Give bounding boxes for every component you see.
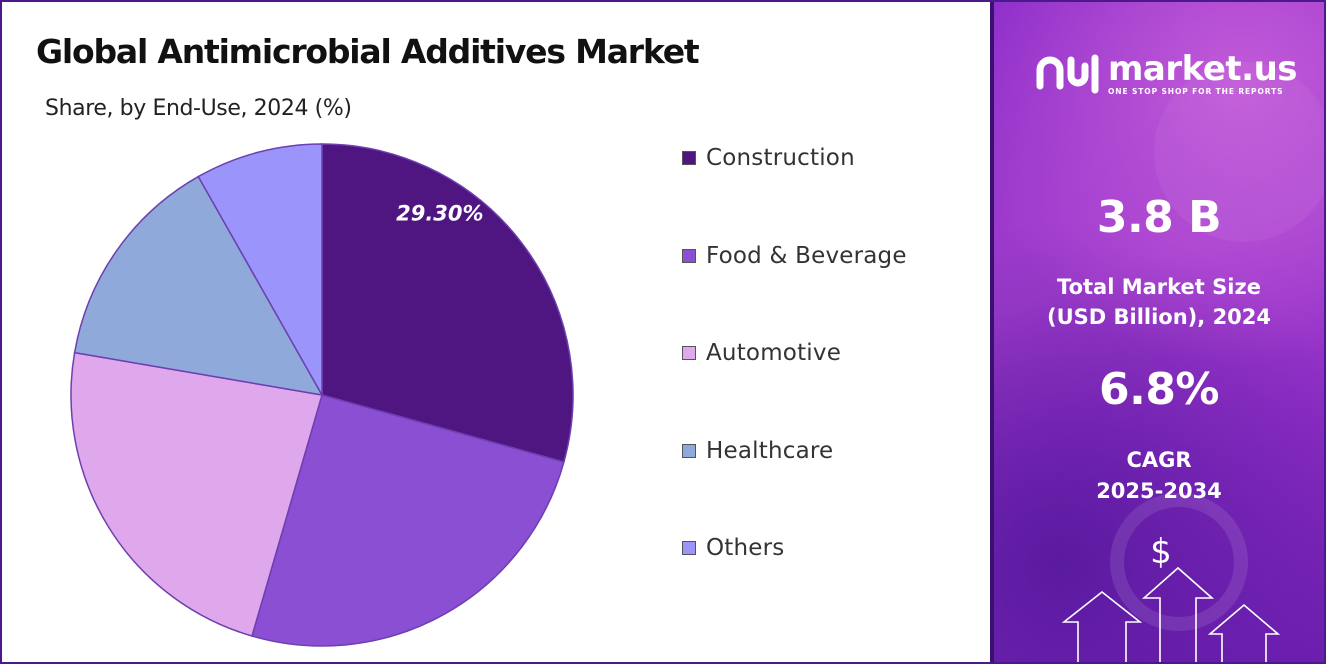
logo-mark-icon [1036,54,1099,94]
cagr-label: CAGR [1126,448,1192,472]
pie-slice-others [197,143,323,398]
legend-item-others: Others [682,532,785,564]
chart-subtitle: Share, by End-Use, 2024 (%) [45,96,352,121]
legend-swatch [682,248,696,263]
legend-item-healthcare: Healthcare [682,435,833,467]
cagr-period: 2025-2034 [1096,479,1222,503]
legend-label: Healthcare [706,437,834,464]
stats-sidebar: market.us ONE STOP SHOP FOR THE REPORTS … [994,2,1324,662]
market-size-label-line1: Total Market Size [1057,275,1261,299]
legend-label: Automotive [706,340,842,366]
pie-chart: 29.30% [70,143,574,647]
market-size-label-line2: (USD Billion), 2024 [1046,305,1272,329]
legend-swatch [682,151,696,165]
legend-label: Construction [706,145,855,171]
market-size-value: 3.8 B [1096,192,1222,243]
chart-title: Global Antimicrobial Additives Market [36,32,700,71]
legend-label: Others [706,535,785,561]
cagr-value: 6.8% [1098,364,1220,415]
chart-panel: Global Antimicrobial Additives Market Sh… [2,2,990,662]
legend-swatch [682,346,696,360]
growth-arrows-icon [1061,566,1281,662]
pie-slice-healthcare [73,175,324,397]
pie-slice-food-beverage [251,394,565,647]
background-decoration [1061,62,1324,662]
brand-tagline: ONE STOP SHOP FOR THE REPORTS [1108,87,1284,96]
pie-slice-construction [321,143,574,463]
legend-label: Food & Beverage [706,242,907,269]
pie-slice-automotive [70,351,323,637]
dollar-icon: $ [1150,532,1172,572]
legend-item-construction: Construction [682,142,855,174]
legend-item-automotive: Automotive [682,337,841,369]
legend-swatch [682,443,696,458]
panel-divider [990,2,994,662]
legend-swatch [682,541,696,555]
market-us-logo: market.us ONE STOP SHOP FOR THE REPORTS [1034,49,1298,98]
brand-name: market.us [1108,49,1298,89]
legend-item-food-beverage: Food & Beverage [682,240,907,272]
data-label-construction: 29.30% [396,202,483,226]
